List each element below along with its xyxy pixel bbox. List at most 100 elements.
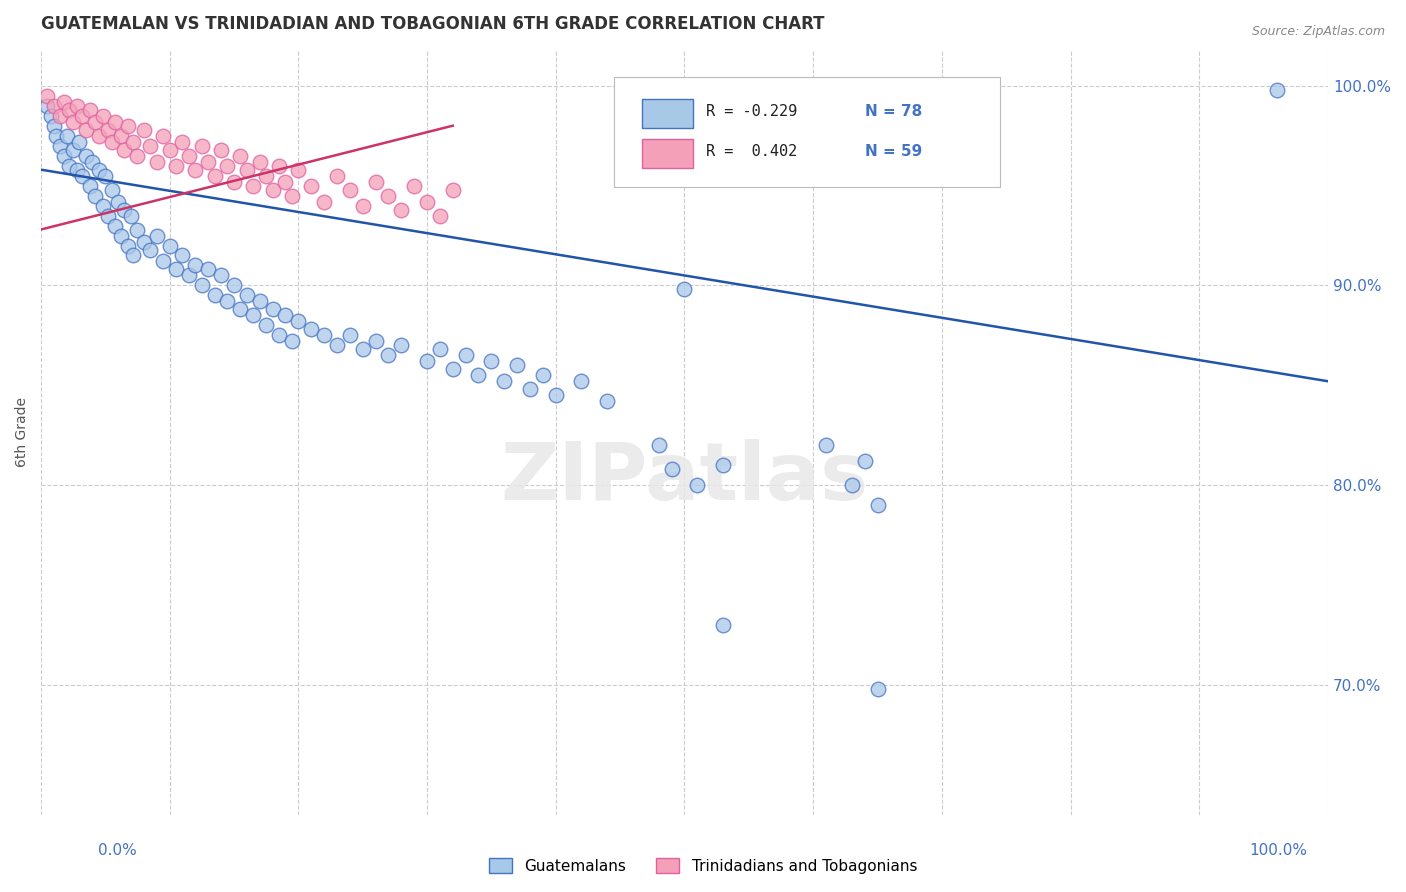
FancyBboxPatch shape [643, 99, 693, 128]
Point [91, 198, 114, 212]
Point [39, 109, 62, 123]
Point [429, 343, 451, 357]
Point [139, 243, 162, 257]
Point [122, 248, 145, 262]
Point [648, 438, 671, 452]
Point [339, 183, 361, 197]
Point [75, 122, 97, 136]
Point [404, 178, 426, 193]
Point [79, 103, 101, 117]
Point [441, 183, 464, 197]
Text: GUATEMALAN VS TRINIDADIAN AND TOBAGONIAN 6TH GRADE CORRELATION CHART: GUATEMALAN VS TRINIDADIAN AND TOBAGONIAN… [41, 15, 824, 33]
Point [159, 238, 181, 252]
Point [326, 338, 349, 352]
Point [197, 154, 219, 169]
Point [377, 348, 399, 362]
Point [352, 198, 374, 212]
Point [312, 194, 335, 209]
Point [236, 288, 259, 302]
Point [45, 128, 67, 143]
Point [711, 618, 734, 632]
Point [87, 162, 110, 177]
Point [37, 88, 59, 103]
Point [506, 359, 529, 373]
Text: N = 59: N = 59 [865, 144, 922, 159]
Point [100, 135, 122, 149]
Point [197, 262, 219, 277]
Text: R = -0.229: R = -0.229 [706, 103, 797, 119]
Point [53, 149, 76, 163]
Point [184, 259, 207, 273]
Point [120, 209, 142, 223]
Point [172, 135, 194, 149]
Point [222, 278, 245, 293]
Point [389, 338, 412, 352]
Point [66, 162, 89, 177]
Point [114, 143, 136, 157]
Point [152, 128, 174, 143]
Point [70, 109, 93, 123]
Point [661, 462, 683, 476]
Point [596, 394, 619, 409]
Point [249, 294, 271, 309]
Point [83, 188, 105, 202]
Point [114, 202, 136, 217]
Point [544, 388, 567, 402]
Point [519, 382, 541, 396]
Point [236, 162, 259, 177]
Point [49, 138, 72, 153]
Legend: Guatemalans, Trinidadians and Tobagonians: Guatemalans, Trinidadians and Tobagonian… [482, 852, 924, 880]
Point [531, 368, 554, 383]
Point [267, 159, 290, 173]
FancyBboxPatch shape [613, 77, 1000, 187]
Point [165, 159, 187, 173]
Point [204, 169, 226, 183]
Point [312, 328, 335, 343]
Point [287, 314, 309, 328]
Text: 100.0%: 100.0% [1250, 843, 1308, 858]
Point [494, 374, 516, 388]
Point [42, 119, 65, 133]
Point [262, 302, 284, 317]
Point [299, 178, 322, 193]
Point [83, 114, 105, 128]
Point [571, 374, 593, 388]
Point [281, 334, 304, 349]
Text: ZIPatlas: ZIPatlas [501, 439, 869, 517]
Point [127, 149, 149, 163]
Point [416, 354, 439, 368]
Point [110, 228, 132, 243]
Point [82, 154, 104, 169]
Point [866, 498, 889, 512]
Point [58, 103, 80, 117]
Point [274, 309, 297, 323]
Point [686, 478, 709, 492]
Point [100, 183, 122, 197]
Point [37, 99, 59, 113]
Point [159, 143, 181, 157]
Point [242, 309, 264, 323]
Point [377, 188, 399, 202]
Text: 0.0%: 0.0% [98, 843, 138, 858]
FancyBboxPatch shape [643, 139, 693, 169]
Point [172, 248, 194, 262]
Point [190, 278, 212, 293]
Point [339, 328, 361, 343]
Point [53, 95, 76, 109]
Point [364, 175, 387, 189]
Point [217, 294, 239, 309]
Point [711, 458, 734, 472]
Point [229, 149, 252, 163]
Point [249, 154, 271, 169]
Point [145, 228, 167, 243]
Point [94, 169, 117, 183]
Point [75, 149, 97, 163]
Point [841, 478, 863, 492]
Point [274, 175, 297, 189]
Text: R =  0.402: R = 0.402 [706, 144, 797, 159]
Point [416, 194, 439, 209]
Point [91, 109, 114, 123]
Y-axis label: 6th Grade: 6th Grade [15, 397, 30, 467]
Point [222, 175, 245, 189]
Point [209, 143, 232, 157]
